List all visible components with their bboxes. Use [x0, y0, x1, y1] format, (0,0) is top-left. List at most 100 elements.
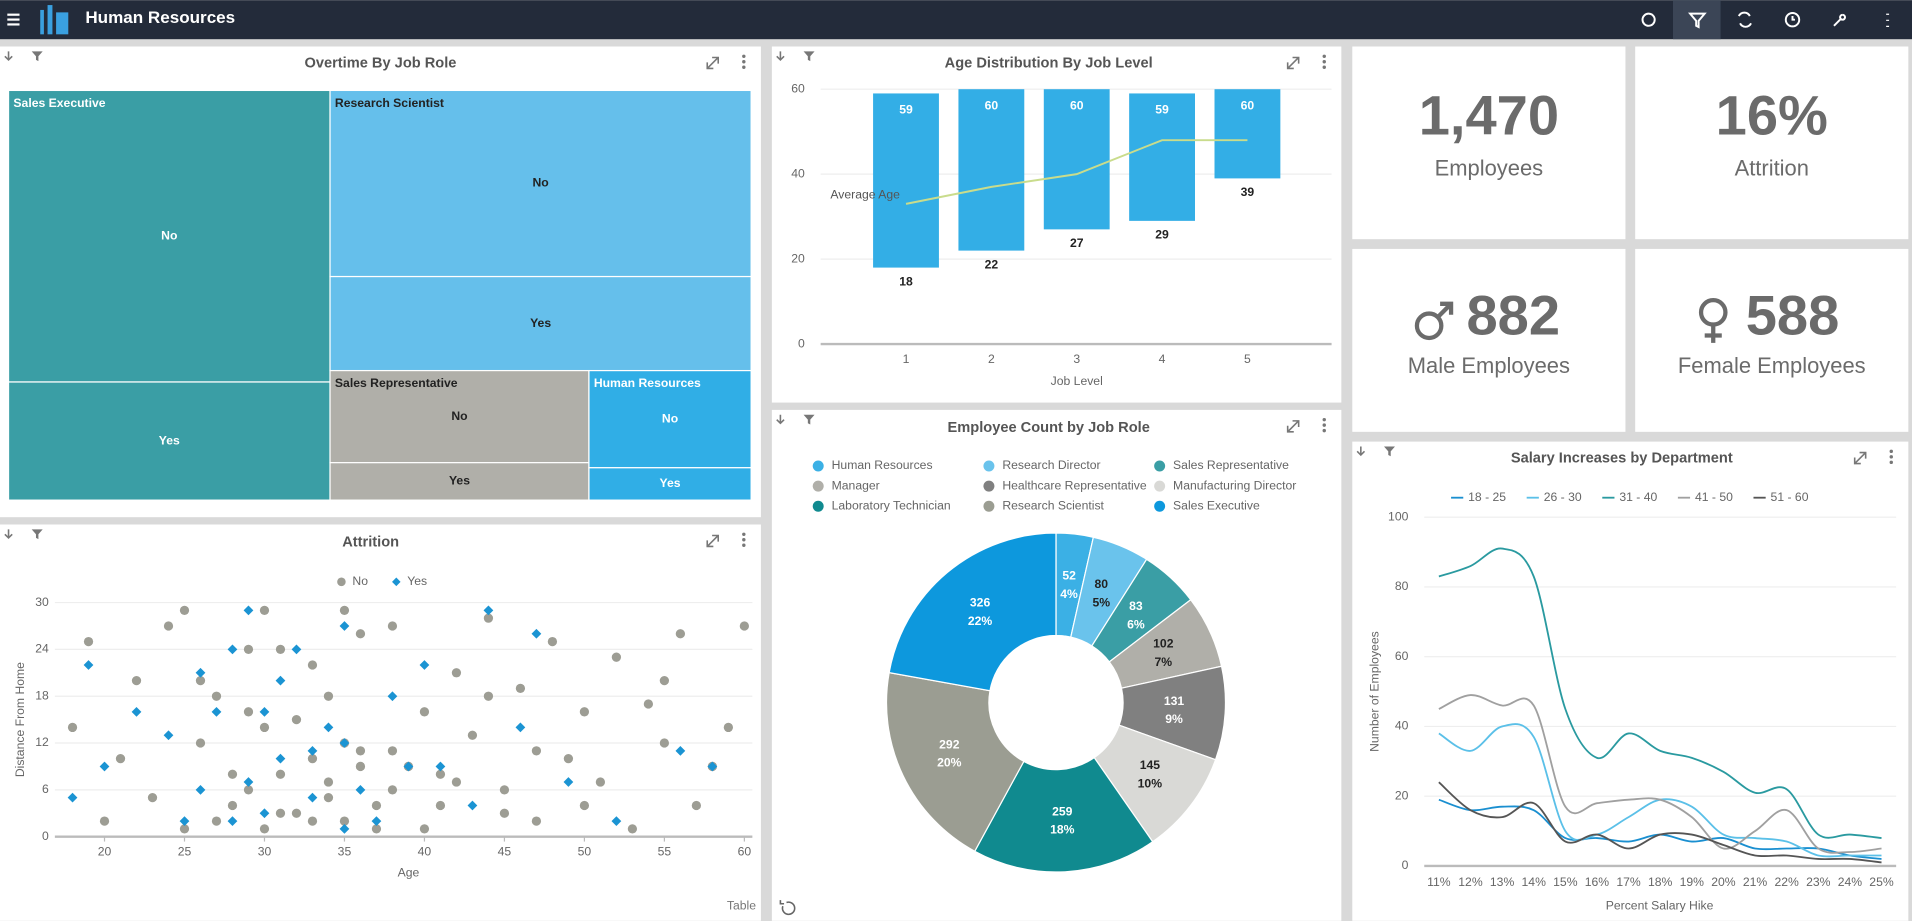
filter-button[interactable]	[1673, 0, 1721, 40]
download-icon[interactable]	[4, 529, 13, 540]
x-tick-label: 13%	[1490, 875, 1515, 889]
point	[259, 706, 270, 717]
kebab-dot[interactable]	[1322, 417, 1326, 422]
x-tick-label: 25%	[1869, 875, 1894, 889]
point	[259, 824, 270, 834]
low-label: 18	[899, 274, 913, 288]
x-tick-label: 25	[178, 845, 192, 859]
point	[323, 722, 334, 733]
download-icon[interactable]	[4, 51, 13, 62]
x-tick-label: 15%	[1553, 875, 1578, 889]
filter-icon[interactable]	[803, 414, 815, 425]
y-tick-label: 100	[1388, 509, 1409, 523]
download-icon[interactable]	[776, 414, 785, 425]
x-tick-label: 20	[98, 845, 112, 859]
point	[323, 793, 334, 803]
point	[307, 792, 318, 803]
male-icon	[1414, 301, 1454, 341]
expand-icon[interactable]	[1286, 56, 1300, 70]
slice	[885, 671, 1025, 853]
y-tick-label: 12	[35, 735, 49, 749]
kebab-dot[interactable]	[1322, 60, 1326, 64]
filter-icon[interactable]	[31, 529, 43, 540]
expand-icon[interactable]	[1853, 451, 1867, 465]
app-title: Human Resources	[85, 8, 235, 27]
legend-marker	[983, 460, 995, 472]
kebab-dot[interactable]	[1322, 54, 1326, 58]
point	[211, 691, 222, 701]
kebab-dot[interactable]	[742, 532, 746, 536]
point	[83, 636, 94, 647]
cell-label: No	[161, 228, 177, 242]
point	[435, 761, 446, 772]
expand-icon[interactable]	[1286, 420, 1300, 433]
x-tick-label: 18%	[1648, 875, 1673, 889]
point	[435, 769, 446, 779]
point	[339, 605, 350, 615]
legend-label: Sales Executive	[1173, 498, 1260, 512]
x-tick-label: 30	[258, 845, 272, 859]
kebab-dot[interactable]	[742, 54, 746, 58]
low-label: 22	[985, 257, 999, 271]
bar	[873, 93, 939, 268]
point	[99, 761, 110, 772]
point	[531, 628, 542, 639]
download-icon[interactable]	[776, 51, 785, 62]
y-tick-label: 40	[791, 166, 805, 180]
point	[675, 745, 686, 756]
kebab-dot[interactable]	[742, 538, 746, 542]
y-tick-label: 18	[35, 688, 49, 702]
value-label: 145	[1140, 758, 1161, 772]
point	[419, 707, 430, 717]
kebab-dot[interactable]	[1889, 449, 1893, 454]
filter-icon[interactable]	[31, 51, 43, 62]
legend-label: 26 - 30	[1544, 490, 1582, 504]
legend-marker	[1154, 480, 1166, 492]
kebab-dot[interactable]	[1322, 428, 1326, 433]
y-tick-label: 20	[791, 251, 805, 265]
point	[259, 722, 270, 733]
download-icon[interactable]	[1356, 446, 1366, 457]
point	[259, 605, 270, 615]
filter-icon[interactable]	[1384, 446, 1395, 457]
value-label: 292	[939, 737, 960, 751]
table-link[interactable]: Table	[727, 898, 756, 912]
category-label: Sales Executive	[13, 96, 105, 110]
kebab-dot[interactable]	[1322, 423, 1326, 427]
x-tick-label: 14%	[1522, 875, 1547, 889]
refresh-icon[interactable]	[779, 900, 796, 916]
point	[195, 675, 206, 686]
cell-label: No	[451, 409, 467, 423]
menu-button[interactable]	[7, 13, 20, 26]
kebab-dot[interactable]	[1889, 455, 1893, 459]
point	[291, 714, 302, 725]
expand-icon[interactable]	[706, 534, 720, 548]
point	[563, 754, 574, 764]
point	[403, 761, 414, 772]
kebab-dot[interactable]	[1889, 460, 1893, 465]
cell-label: Yes	[449, 474, 470, 488]
filter-icon[interactable]	[803, 51, 815, 62]
point	[387, 785, 398, 795]
kebab-dot[interactable]	[1322, 65, 1326, 69]
expand-icon[interactable]	[706, 56, 720, 70]
kebab-dot[interactable]	[742, 543, 746, 547]
high-label: 60	[985, 98, 999, 112]
bar	[1214, 89, 1281, 179]
kebab-dot[interactable]	[742, 60, 746, 64]
bar	[958, 89, 1025, 251]
point	[339, 621, 350, 631]
legend-marker	[1154, 460, 1166, 472]
point	[67, 722, 78, 733]
x-tick-label: 2	[988, 352, 995, 366]
cell-label: No	[532, 176, 548, 190]
point	[675, 629, 686, 639]
point	[483, 605, 494, 616]
legend-marker	[983, 500, 995, 512]
legend-marker	[812, 500, 824, 512]
kebab-dot[interactable]	[742, 65, 746, 69]
point	[499, 808, 510, 818]
legend-label: No	[352, 574, 368, 588]
kpi-label: Employees	[1435, 155, 1544, 180]
